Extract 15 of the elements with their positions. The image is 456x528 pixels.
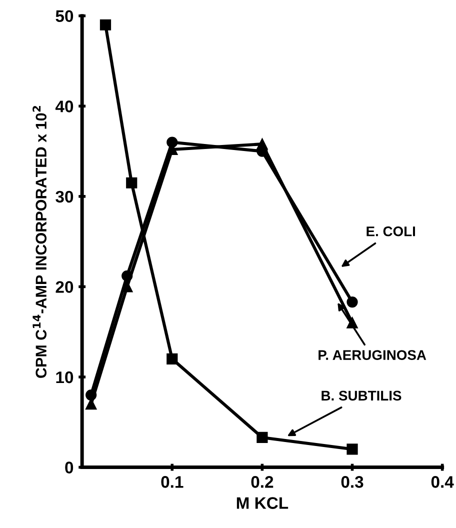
- y-tick-label: 40: [55, 100, 74, 112]
- y-tick-label: 10: [56, 371, 74, 384]
- x-tick-label: 0.1: [161, 476, 184, 488]
- x-axis-title: M KCL: [236, 497, 288, 509]
- y-tick-label: 0: [65, 462, 74, 474]
- y-axis-title: CPM C$^{14}$-AMP INCORPORATED x 10$^{2}$: [32, 106, 47, 378]
- annotation: P. AERUGINOSA: [318, 350, 426, 360]
- x-tick-label: 0.3: [341, 476, 364, 488]
- y-tick-label: 50: [56, 10, 74, 22]
- x-tick-label: 0.2: [251, 476, 274, 488]
- annotation: E. COLI: [366, 226, 415, 236]
- annotation: B. SUBTILIS: [322, 390, 402, 401]
- x-tick-label: 0.4: [431, 476, 454, 488]
- y-tick-label: 20: [56, 281, 74, 293]
- y-tick-label: 30: [56, 190, 74, 203]
